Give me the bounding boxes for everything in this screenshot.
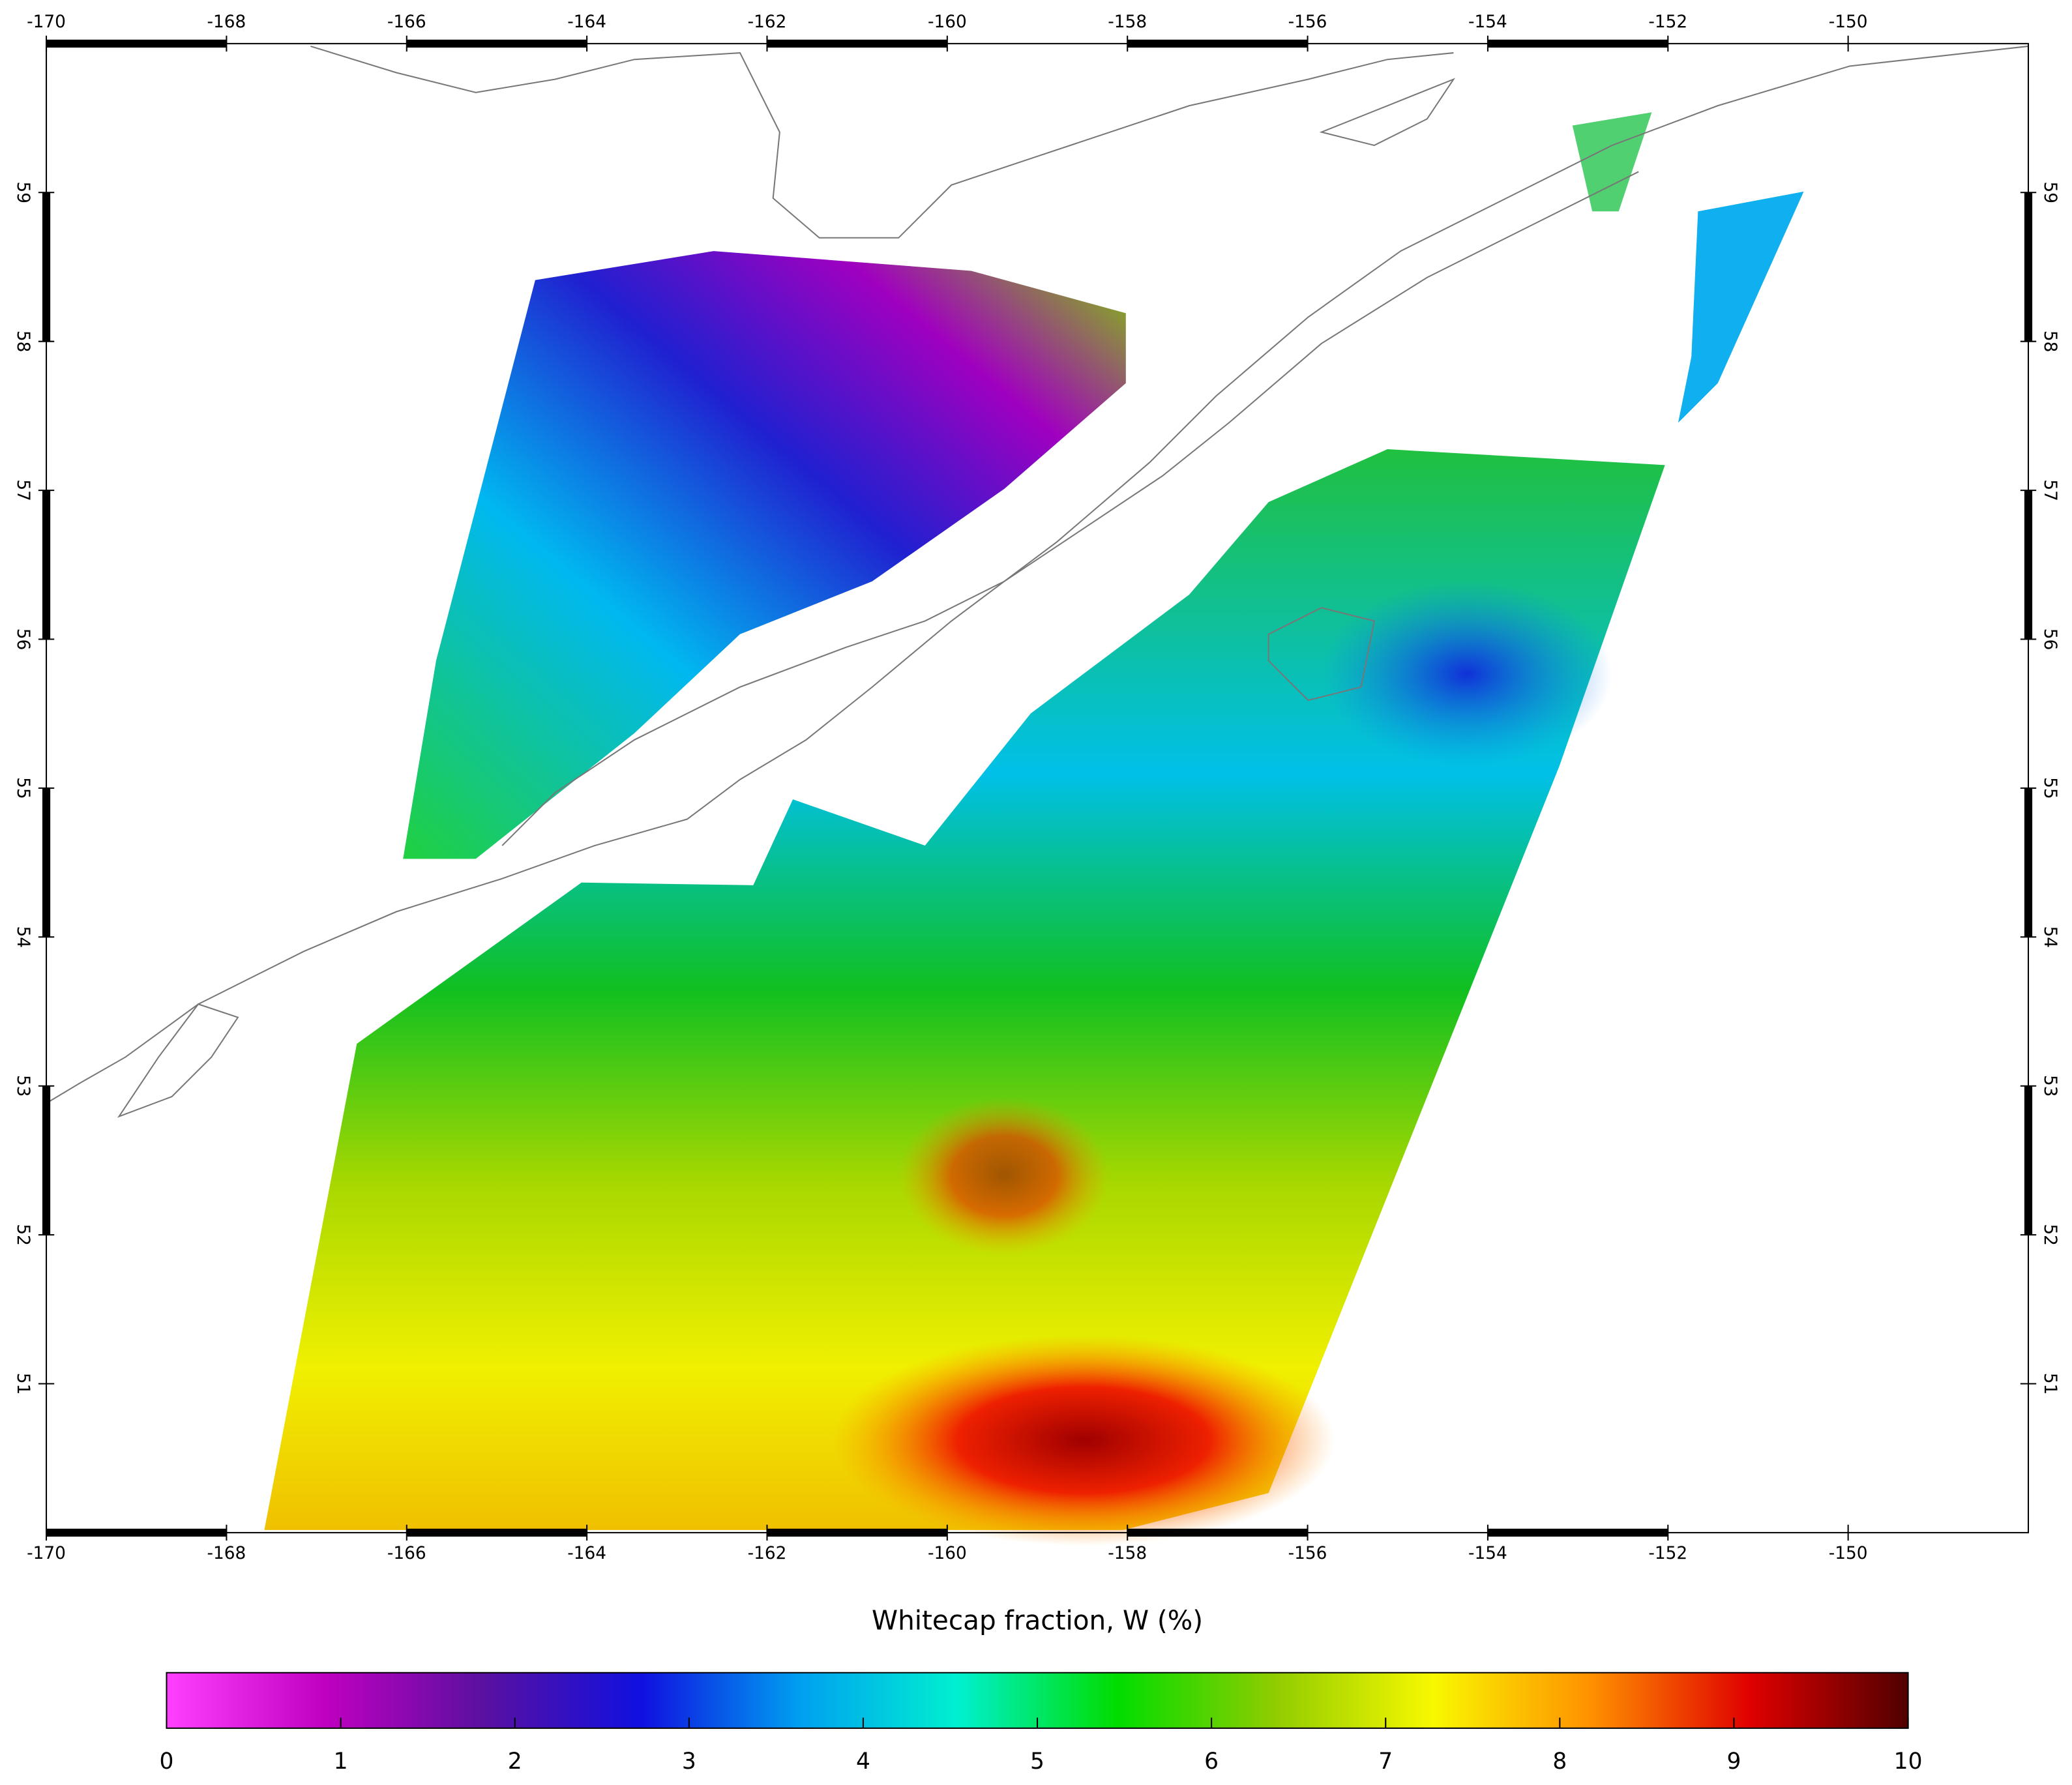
lon-tick-label: -156 <box>1288 1544 1327 1563</box>
scale-bar <box>1487 1528 1668 1537</box>
coastlines <box>46 45 2029 1118</box>
lat-tick-label: 58 <box>2040 331 2060 353</box>
lat-tick-label: 55 <box>13 777 33 799</box>
lon-tick-label: -158 <box>1108 12 1147 32</box>
low-region <box>1321 581 1612 767</box>
lon-tick-label: -162 <box>748 12 787 32</box>
scale-bar <box>2024 490 2033 640</box>
lon-tick-label: -152 <box>1648 12 1687 32</box>
lon-tick-label: -170 <box>27 1544 66 1563</box>
scale-bar <box>42 788 51 937</box>
coastline <box>46 45 2029 1104</box>
high-region <box>898 1097 1110 1256</box>
coastline <box>1267 607 1376 701</box>
scale-bar <box>42 192 51 342</box>
scale-bar <box>42 490 51 640</box>
colorbar-tick-label: 5 <box>1030 1748 1044 1775</box>
scale-bar <box>767 1528 947 1537</box>
lon-tick-label: -170 <box>27 12 66 32</box>
colorbar-tick-label: 7 <box>1378 1748 1393 1775</box>
lat-tick-label: 56 <box>2040 628 2060 651</box>
lon-tick-label: -156 <box>1288 12 1327 32</box>
scale-bar <box>2024 192 2033 342</box>
colorbar-tick-label: 0 <box>160 1748 174 1775</box>
lat-tick-label: 53 <box>13 1075 33 1097</box>
lon-tick-label: -154 <box>1468 12 1507 32</box>
lon-tick-label: -162 <box>748 1544 787 1563</box>
lat-tick-label: 56 <box>13 628 33 651</box>
colorbar-tick-label: 6 <box>1204 1748 1219 1775</box>
scale-bar <box>406 1528 587 1537</box>
scale-bar <box>1127 39 1308 48</box>
colorbar-tick-label: 4 <box>856 1748 870 1775</box>
scale-bar <box>2024 788 2033 937</box>
scale-bar <box>406 39 587 48</box>
scale-bar <box>1487 39 1668 48</box>
lat-tick-label: 59 <box>2040 182 2060 204</box>
colorbar-title: Whitecap fraction, W (%) <box>872 1605 1203 1636</box>
colorbar-tick-label: 8 <box>1552 1748 1567 1775</box>
coastline <box>501 171 1639 846</box>
lat-tick-label: 51 <box>2040 1373 2060 1395</box>
scale-bar <box>42 1085 51 1235</box>
colorbar-ticks: 0 1 2 3 4 5 6 7 8 9 10 <box>160 1717 1923 1775</box>
lon-tick-label: -150 <box>1829 12 1868 32</box>
lat-tick-label: 57 <box>2040 479 2060 501</box>
coastline <box>1319 78 1456 147</box>
lat-tick-label: 52 <box>13 1224 33 1246</box>
data-swath <box>264 112 1804 1546</box>
high-region <box>832 1334 1335 1546</box>
colorbar-tick-label: 10 <box>1894 1748 1923 1775</box>
swath-south <box>264 449 1665 1530</box>
lat-tick-label: 52 <box>2040 1224 2060 1246</box>
lon-tick-label: -154 <box>1468 1544 1507 1563</box>
lat-tick-label: 57 <box>13 479 33 501</box>
lat-tick-label: 54 <box>2040 926 2060 949</box>
coastline <box>117 1003 239 1118</box>
scale-bar <box>767 39 947 48</box>
lat-tick-label: 55 <box>2040 777 2060 799</box>
lon-tick-label: -166 <box>387 1544 426 1563</box>
axes: -170 -170 -168 -168 -166 -166 -164 -164 -162 -162… <box>13 12 2060 1563</box>
lon-tick-label: -164 <box>567 1544 606 1563</box>
coastline <box>310 45 1454 239</box>
scale-bar <box>46 1528 227 1537</box>
colorbar-tick-label: 1 <box>334 1748 348 1775</box>
swath-patch <box>1678 191 1804 423</box>
lon-tick-label: -160 <box>928 1544 967 1563</box>
lat-tick-label: 51 <box>13 1373 33 1395</box>
lat-tick-label: 58 <box>13 331 33 353</box>
lon-tick-label: -160 <box>928 12 967 32</box>
lon-tick-label: -164 <box>567 12 606 32</box>
lat-tick-label: 54 <box>13 926 33 949</box>
colorbar-tick-label: 2 <box>508 1748 522 1775</box>
lat-tick-label: 59 <box>13 182 33 204</box>
lon-tick-label: -152 <box>1648 1544 1687 1563</box>
lon-tick-label: -158 <box>1108 1544 1147 1563</box>
lon-tick-label: -166 <box>387 12 426 32</box>
lon-tick-label: -168 <box>207 12 246 32</box>
colorbar-tick-label: 3 <box>682 1748 696 1775</box>
scale-bar <box>2024 1085 2033 1235</box>
lon-tick-label: -168 <box>207 1544 246 1563</box>
colorbar-tick-label: 9 <box>1727 1748 1741 1775</box>
swath-north <box>403 251 1126 859</box>
lat-tick-label: 53 <box>2040 1075 2060 1097</box>
scale-bar <box>46 39 227 48</box>
lon-tick-label: -150 <box>1829 1544 1868 1563</box>
swath-patch <box>1572 112 1652 212</box>
scale-bar <box>1127 1528 1308 1537</box>
